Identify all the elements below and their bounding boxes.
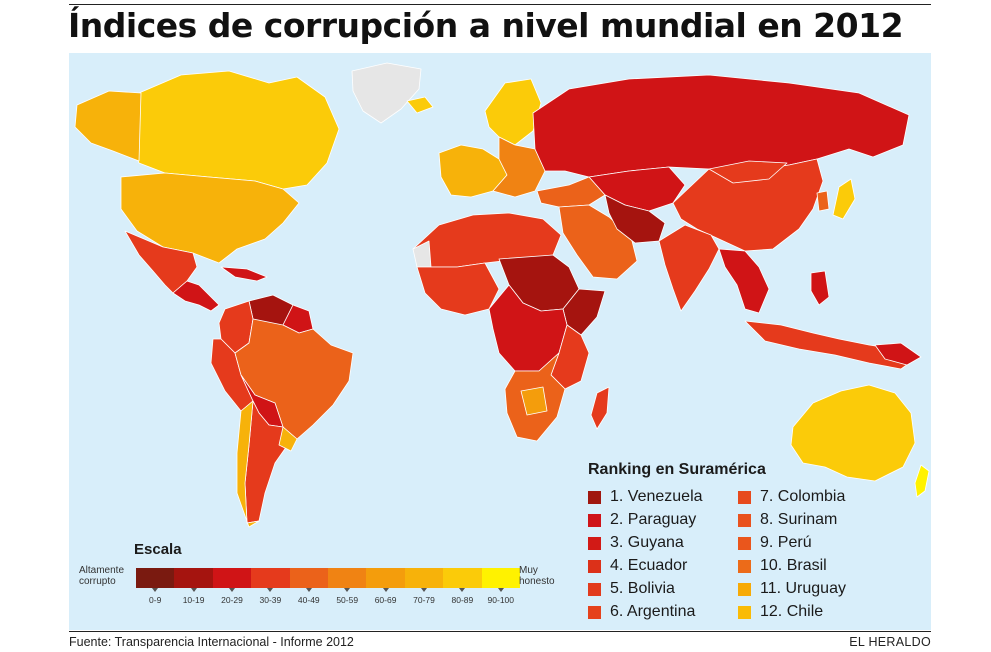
scale-bar <box>136 568 521 588</box>
region-canada <box>126 70 340 190</box>
region-eastern-europe <box>492 136 546 198</box>
scale-segment <box>443 568 482 588</box>
ranking-swatch <box>588 582 601 596</box>
ranking-label: 12. Chile <box>760 603 824 620</box>
scale-right-label: Muy honesto <box>519 565 555 587</box>
ranking-item: 5. Bolivia <box>588 578 675 600</box>
region-middle-east <box>558 204 638 280</box>
ranking-swatch <box>738 490 751 504</box>
ranking-item: 9. Perú <box>738 532 812 554</box>
world-map-svg <box>74 62 930 528</box>
region-chile <box>236 400 260 528</box>
ranking-legend: Ranking en Suramérica 1. Venezuela 2. Par… <box>588 461 888 630</box>
ranking-swatch <box>738 513 751 527</box>
region-turkey <box>536 176 606 208</box>
scale-tick-label: 40-49 <box>290 588 328 605</box>
ranking-label: 8. Surinam <box>760 511 838 528</box>
region-caribbean <box>220 266 268 282</box>
ranking-label: 5. Bolivia <box>610 580 675 597</box>
ranking-label: 10. Brasil <box>760 557 827 574</box>
ranking-item: 4. Ecuador <box>588 555 687 577</box>
scale-tick-label: 70-79 <box>405 588 443 605</box>
ranking-item: 11. Uruguay <box>738 578 846 600</box>
ranking-label: 11. Uruguay <box>760 580 846 597</box>
scale-segment <box>136 568 175 588</box>
page-title: Índices de corrupción a nivel mundial en… <box>68 6 904 45</box>
scale-tick-label: 10-19 <box>174 588 212 605</box>
ranking-swatch <box>588 490 601 504</box>
scale-tick-label: 30-39 <box>251 588 289 605</box>
scale-tick-label: 20-29 <box>213 588 251 605</box>
scale-segment <box>328 568 367 588</box>
region-australia <box>790 384 916 482</box>
scale-segment <box>212 568 252 588</box>
ranking-title: Ranking en Suramérica <box>588 461 766 478</box>
region-philippines <box>810 270 830 306</box>
ranking-swatch <box>588 536 601 550</box>
ranking-item: 2. Paraguay <box>588 509 696 531</box>
region-western-sahara <box>412 240 432 268</box>
region-uruguay <box>278 426 298 452</box>
region-japan <box>832 178 856 220</box>
ranking-label: 2. Paraguay <box>610 511 697 528</box>
scale-tick-label: 80-89 <box>443 588 481 605</box>
scale-segment <box>404 568 444 588</box>
region-botswana <box>520 386 548 416</box>
region-brazil <box>234 318 354 440</box>
ranking-swatch <box>588 513 601 527</box>
region-greenland <box>351 62 422 124</box>
scale-segment <box>366 568 405 588</box>
ranking-swatch <box>738 582 751 596</box>
scale-ticks: 0-9 10-19 20-29 30-39 40-49 50-59 60-69 70-79 80… <box>136 588 520 618</box>
scale-segment <box>251 568 290 588</box>
ranking-label: 9. Perú <box>760 534 812 551</box>
ranking-item: 8. Surinam <box>738 509 837 531</box>
ranking-swatch <box>588 559 601 573</box>
scale-segment <box>174 568 213 588</box>
ranking-swatch <box>588 605 601 619</box>
ranking-label: 6. Argentina <box>610 603 696 620</box>
region-southeast-asia <box>718 248 770 314</box>
scale-segment <box>481 568 521 588</box>
ranking-swatch <box>738 605 751 619</box>
ranking-item: 7. Colombia <box>738 486 845 508</box>
region-iceland <box>406 96 434 114</box>
scale-tick-label: 60-69 <box>366 588 404 605</box>
world-map: Ranking en Suramérica 1. Venezuela 2. Par… <box>69 53 931 630</box>
ranking-swatch <box>738 559 751 573</box>
region-usa <box>120 172 300 264</box>
bottom-rule <box>69 631 931 632</box>
ranking-swatch <box>738 536 751 550</box>
region-central-america <box>172 280 220 312</box>
scale-left-label: Altamente corrupto <box>79 565 125 587</box>
region-mongolia <box>708 160 788 184</box>
scale-title: Escala <box>134 541 182 558</box>
region-madagascar <box>590 386 610 430</box>
ranking-label: 4. Ecuador <box>610 557 688 574</box>
source-credit: Fuente: Transparencia Internacional - In… <box>69 635 354 649</box>
region-alaska <box>74 90 142 162</box>
region-new-zealand <box>914 464 930 498</box>
ranking-label: 1. Venezuela <box>610 488 703 505</box>
ranking-item: 12. Chile <box>738 601 823 623</box>
scale-tick-label: 0-9 <box>136 588 174 605</box>
publisher-brand: EL HERALDO <box>849 635 931 649</box>
ranking-item: 1. Venezuela <box>588 486 703 508</box>
scale-tick-label: 50-59 <box>328 588 366 605</box>
region-india <box>658 224 720 312</box>
region-west-africa <box>416 262 500 316</box>
ranking-item: 3. Guyana <box>588 532 684 554</box>
ranking-item: 10. Brasil <box>738 555 827 577</box>
ranking-label: 3. Guyana <box>610 534 684 551</box>
scale-segment <box>289 568 329 588</box>
ranking-label: 7. Colombia <box>760 488 846 505</box>
scale-legend: Escala Altamente corrupto Muy honesto 0-… <box>79 541 555 621</box>
region-korea <box>816 190 830 212</box>
ranking-item: 6. Argentina <box>588 601 695 623</box>
scale-tick-label: 90-100 <box>482 588 520 605</box>
top-rule <box>69 4 931 5</box>
region-papua <box>874 342 922 366</box>
region-scandinavia <box>484 78 542 146</box>
region-russia <box>532 74 910 178</box>
